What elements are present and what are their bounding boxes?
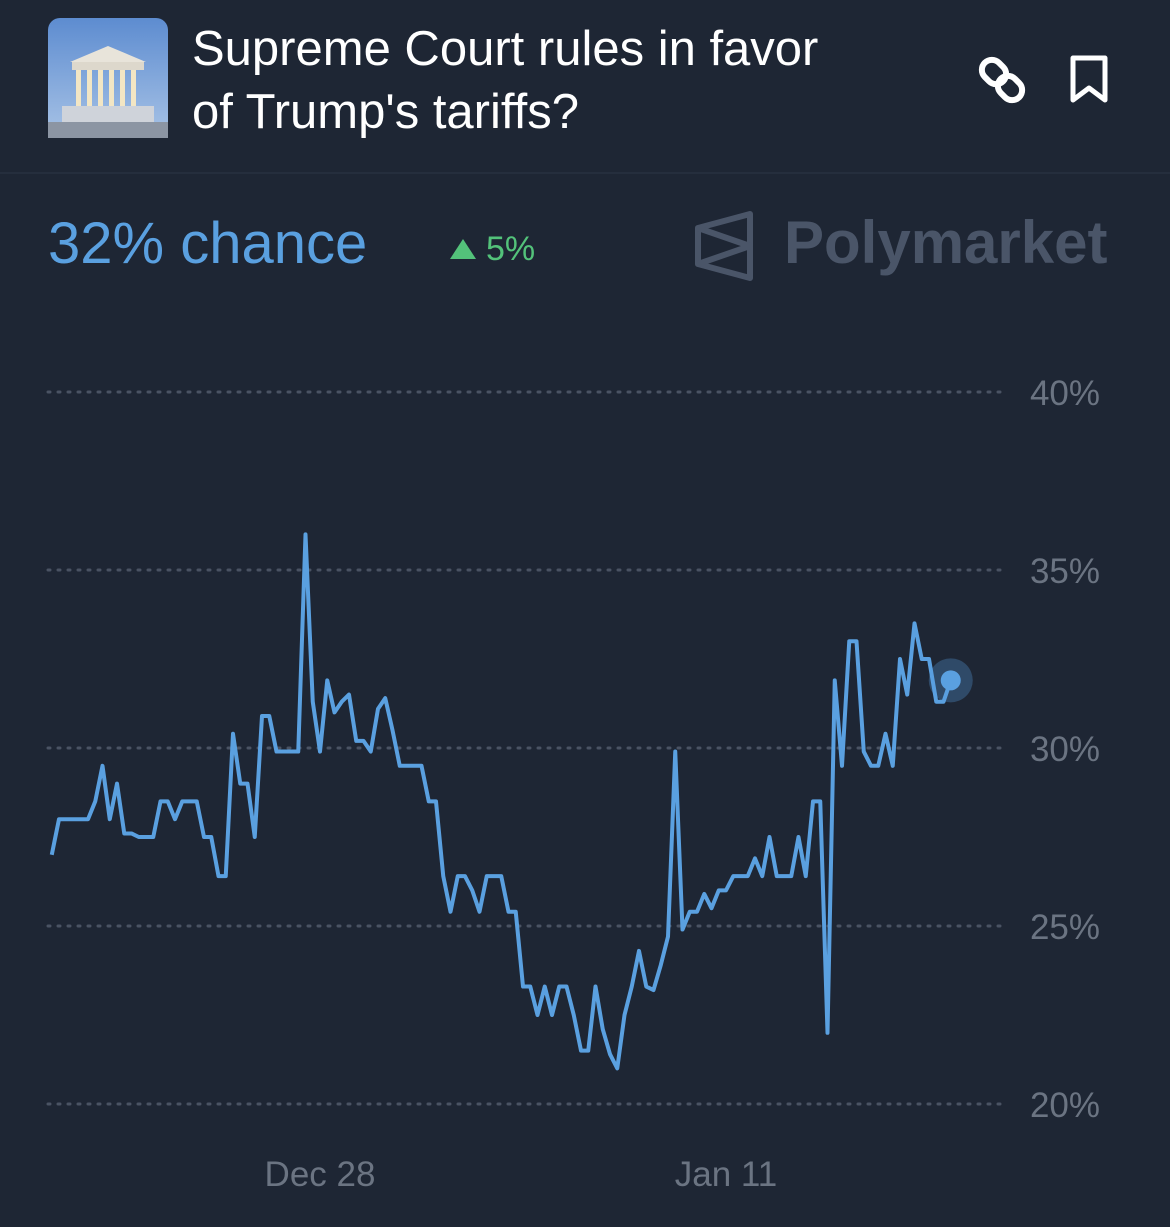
- y-tick-label: 30%: [1030, 730, 1100, 769]
- y-tick-label: 40%: [1030, 374, 1100, 413]
- brand-logo: [695, 211, 753, 281]
- y-tick-label: 35%: [1030, 552, 1100, 591]
- up-arrow: [450, 239, 476, 259]
- chance: 32% chance: [48, 211, 368, 276]
- y-tick-label: 20%: [1030, 1086, 1100, 1125]
- header: Supreme Court rules in favor of Trump's …: [0, 0, 1170, 174]
- brand: Polymarket: [784, 209, 1108, 276]
- last-point: [940, 670, 961, 691]
- price-line: [49, 532, 953, 1071]
- change: 5%: [486, 230, 536, 268]
- bookmark-icon[interactable]: [1070, 55, 1108, 103]
- actions: [978, 55, 1108, 105]
- x-tick-label: Dec 28: [265, 1155, 376, 1194]
- market-title: Supreme Court rules in favor of Trump's …: [192, 22, 819, 139]
- link-icon[interactable]: [978, 56, 1027, 105]
- y-tick-label: 25%: [1030, 908, 1100, 947]
- market-image: [48, 18, 168, 138]
- x-tick-label: Jan 11: [675, 1155, 778, 1194]
